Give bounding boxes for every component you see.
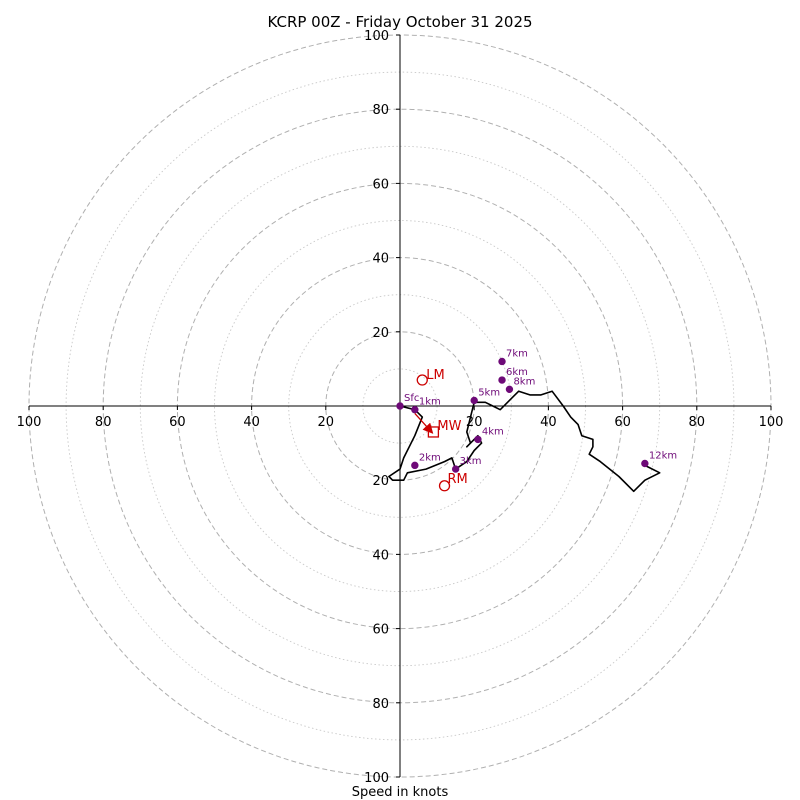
- height-marker-6km: [498, 376, 506, 384]
- wind-profile-trace: [388, 390, 661, 493]
- height-marker-2km: [411, 461, 419, 470]
- left-mover-marker: [416, 374, 428, 386]
- x-tick-label: 80: [689, 415, 706, 430]
- height-markers: Sfc 1km 2km 3km 4km 5km 6km 7km 8km 12km: [396, 348, 677, 473]
- height-label-12km: 12km: [649, 451, 677, 462]
- y-tick-label: 60: [372, 623, 389, 638]
- x-tick-label: 20: [318, 415, 335, 430]
- y-tick-label: 40: [372, 252, 389, 267]
- x-tick-label: 40: [540, 415, 557, 430]
- y-tick-label: 40: [372, 548, 389, 563]
- height-marker-12km: [641, 459, 649, 468]
- x-tick-label: 60: [614, 415, 631, 430]
- left-mover-label: LM: [426, 368, 444, 383]
- height-label-8km: 8km: [513, 376, 535, 387]
- height-marker-8km: [505, 385, 514, 394]
- height-label-5km: 5km: [478, 387, 500, 398]
- tick-labels: 2020202040404040606060608080808010010010…: [17, 29, 784, 786]
- height-label-1km: 1km: [419, 397, 441, 408]
- mean-wind-marker: [427, 426, 440, 438]
- x-tick-label: 60: [169, 415, 186, 430]
- x-tick-label: 100: [759, 415, 784, 430]
- y-tick-label: 100: [364, 771, 389, 786]
- height-marker-3km: [451, 465, 460, 473]
- x-tick-label: 80: [95, 415, 112, 430]
- height-marker-4km: [474, 435, 482, 444]
- y-tick-label: 80: [372, 697, 389, 712]
- height-marker-7km: [498, 357, 506, 366]
- y-tick-label: 100: [364, 29, 389, 44]
- x-tick-label: 100: [17, 415, 42, 430]
- x-axis-label: Speed in knots: [352, 785, 449, 800]
- y-tick-label: 20: [372, 326, 389, 341]
- mean-wind-label: MW: [437, 419, 461, 434]
- y-tick-label: 60: [372, 177, 389, 192]
- right-mover-marker: [438, 480, 451, 492]
- y-tick-label: 80: [372, 103, 389, 118]
- height-label-2km: 2km: [419, 452, 441, 463]
- right-mover-label: RM: [448, 472, 468, 487]
- storm-motion: LM MW RM: [414, 368, 468, 492]
- x-tick-label: 40: [243, 415, 260, 430]
- height-label-6km: 6km: [506, 367, 528, 378]
- height-label-3km: 3km: [460, 456, 482, 467]
- height-marker-1km: [411, 406, 419, 414]
- chart-title: KCRP 00Z - Friday October 31 2025: [267, 13, 532, 31]
- height-label-4km: 4km: [482, 426, 504, 437]
- y-tick-label: 20: [372, 474, 389, 489]
- height-marker-5km: [470, 396, 478, 405]
- profile-line: [388, 390, 661, 493]
- height-label-sfc: Sfc: [404, 393, 419, 404]
- height-marker-sfc: [396, 402, 404, 410]
- height-label-7km: 7km: [506, 348, 528, 359]
